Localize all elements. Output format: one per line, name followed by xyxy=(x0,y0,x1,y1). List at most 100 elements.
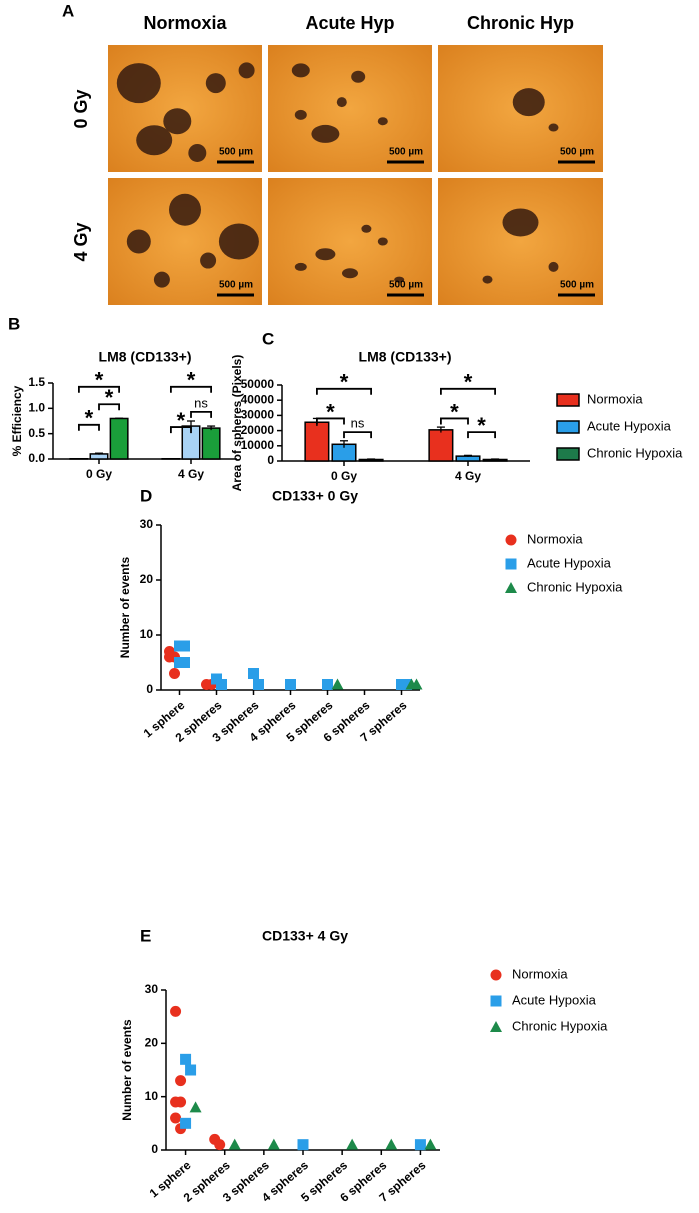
point xyxy=(505,558,517,570)
sphere xyxy=(315,248,336,261)
legend-swatch xyxy=(556,420,580,434)
scale-bar-label: 500 µm xyxy=(560,147,594,158)
y-axis-label: Number of events xyxy=(118,556,132,658)
sphere xyxy=(336,97,347,108)
significance-label: * xyxy=(477,413,486,438)
y-tick-label: 0 xyxy=(146,682,153,696)
significance-bracket xyxy=(169,385,213,393)
legend-swatch xyxy=(556,393,580,407)
row-label: 0 Gy xyxy=(71,89,91,128)
y-tick-label: 20 xyxy=(140,572,154,586)
point xyxy=(424,1138,437,1150)
sphere xyxy=(548,261,559,272)
scale-bar-label: 500 µm xyxy=(389,280,423,291)
sphere xyxy=(116,63,161,104)
point xyxy=(297,1139,309,1151)
point xyxy=(179,657,190,668)
significance-label: * xyxy=(177,408,186,433)
legend-label: Chronic Hypoxia xyxy=(512,1018,608,1033)
significance-label: * xyxy=(95,368,104,393)
sphere xyxy=(294,262,307,271)
significance-bracket xyxy=(440,387,496,395)
significance-label: * xyxy=(85,406,94,431)
micrograph xyxy=(438,178,603,305)
significance-bracket xyxy=(467,431,496,439)
sphere xyxy=(200,252,217,269)
x-tick-label: 0 Gy xyxy=(331,469,357,483)
point xyxy=(170,1005,182,1017)
point xyxy=(180,1053,192,1065)
legend-label: Acute Hypoxia xyxy=(512,992,597,1007)
point xyxy=(189,1101,202,1113)
bar xyxy=(428,429,454,462)
point xyxy=(331,678,344,690)
y-tick-label: 0 xyxy=(151,1142,158,1156)
significance-bracket xyxy=(190,410,213,418)
significance-label: * xyxy=(105,385,114,410)
legend-label: Chronic Hypoxia xyxy=(527,579,623,594)
y-tick-label: 10 xyxy=(145,1089,159,1103)
sphere xyxy=(169,193,201,226)
significance-bracket xyxy=(316,387,372,395)
legend-label: Acute Hypoxia xyxy=(587,418,672,433)
point xyxy=(490,1021,502,1032)
significance-label: ns xyxy=(194,395,208,410)
point xyxy=(285,679,296,690)
point xyxy=(253,679,264,690)
legend-swatch xyxy=(556,447,580,461)
sphere xyxy=(153,271,170,288)
x-tick-label: 4 Gy xyxy=(178,467,204,481)
significance-bracket xyxy=(440,417,469,425)
chart-title: CD133+ 0 Gy xyxy=(272,488,358,504)
point xyxy=(216,679,227,690)
y-tick-label: 1.0 xyxy=(28,401,45,415)
significance-bracket xyxy=(98,403,121,411)
sphere xyxy=(311,124,340,143)
column-label: Acute Hyp xyxy=(305,13,394,33)
point xyxy=(170,1112,182,1124)
sphere xyxy=(548,123,559,132)
significance-bracket xyxy=(343,431,372,439)
y-axis-label: % Efficiency xyxy=(10,385,24,456)
sphere xyxy=(502,208,539,237)
y-tick-label: 1.5 xyxy=(28,375,45,389)
point xyxy=(385,1138,398,1150)
y-tick-label: 20 xyxy=(145,1036,159,1050)
point xyxy=(175,1075,187,1087)
y-tick-label: 0.5 xyxy=(28,426,45,440)
y-tick-label: 10000 xyxy=(241,438,275,452)
point xyxy=(414,1139,426,1151)
point xyxy=(164,651,175,663)
panel-letter: C xyxy=(262,329,274,348)
scale-bar-label: 500 µm xyxy=(219,147,253,158)
sphere xyxy=(205,73,226,94)
scale-bar-label: 500 µm xyxy=(389,147,423,158)
significance-label: ns xyxy=(351,416,365,431)
y-tick-label: 40000 xyxy=(241,392,275,406)
point xyxy=(346,1138,359,1150)
y-tick-label: 0 xyxy=(267,453,274,467)
row-label: 4 Gy xyxy=(71,222,91,261)
significance-bracket xyxy=(316,417,345,425)
bar xyxy=(201,427,221,460)
point xyxy=(490,969,502,981)
significance-label: * xyxy=(450,399,459,424)
micrograph xyxy=(268,178,432,305)
sphere xyxy=(136,125,173,156)
chart-title: LM8 (CD133+) xyxy=(99,349,192,365)
column-label: Normoxia xyxy=(143,13,227,33)
sphere xyxy=(294,109,307,120)
scale-bar-label: 500 µm xyxy=(219,280,253,291)
point xyxy=(505,534,517,546)
point xyxy=(179,640,190,652)
sphere xyxy=(291,63,310,78)
sphere xyxy=(342,268,358,279)
y-tick-label: 30 xyxy=(145,982,159,996)
sphere xyxy=(394,276,405,283)
significance-label: * xyxy=(187,368,196,393)
column-label: Chronic Hyp xyxy=(467,13,574,33)
y-axis-label: Area of spheres (Pixels) xyxy=(230,355,244,492)
point xyxy=(401,679,412,690)
legend-label: Normoxia xyxy=(587,391,643,406)
sphere xyxy=(351,70,366,83)
